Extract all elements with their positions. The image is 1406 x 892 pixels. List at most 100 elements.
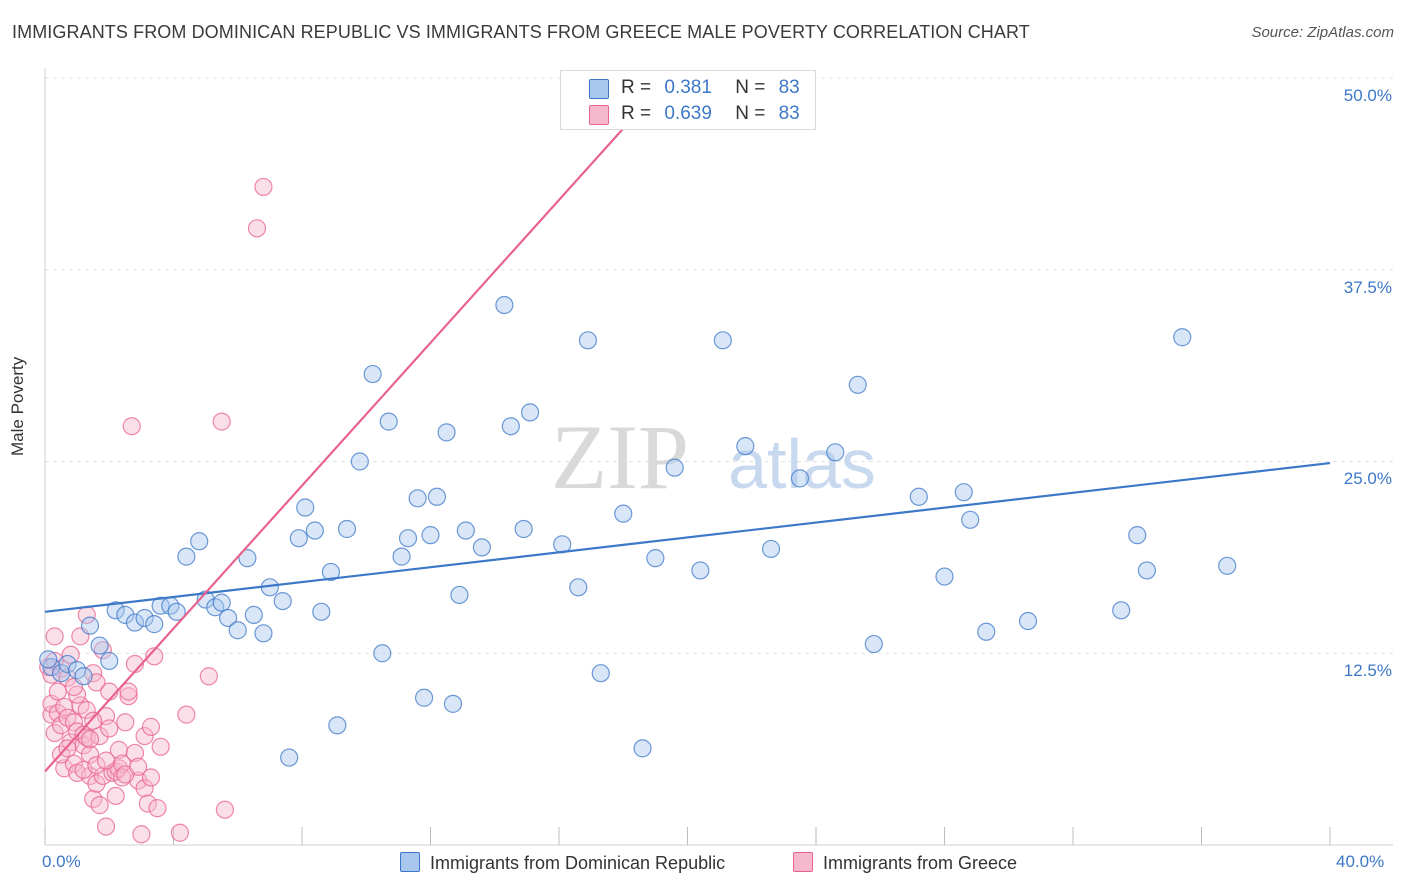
data-point [190, 532, 209, 551]
data-point [337, 519, 357, 539]
data-point [116, 605, 135, 625]
r-label: R = [621, 77, 652, 98]
data-point [305, 521, 324, 540]
axes [44, 68, 1393, 846]
data-point [84, 711, 103, 730]
data-point [74, 725, 93, 744]
data-point [520, 403, 540, 422]
source-label: Source: ZipAtlas.com [1251, 24, 1394, 41]
data-point [514, 519, 533, 539]
grid-lines [45, 77, 1393, 654]
legend-row-dominican: R = 0.381 N = 83 [589, 77, 800, 101]
data-point [1173, 328, 1192, 347]
n-label: N = [735, 77, 766, 98]
data-point [280, 748, 299, 767]
n-value: 83 [778, 77, 800, 98]
data-point [450, 585, 469, 605]
data-point [148, 799, 167, 818]
data-point [501, 417, 520, 436]
data-point [864, 634, 883, 654]
data-point [591, 664, 610, 683]
data-point [437, 423, 456, 442]
data-point [826, 443, 845, 462]
dominican-trend-line [44, 461, 1331, 613]
data-point [141, 717, 161, 736]
data-point [228, 621, 247, 640]
data-point [100, 682, 119, 701]
n-label: N = [735, 103, 766, 124]
data-point [87, 756, 106, 775]
y-axis-label: Male Poverty [8, 356, 27, 456]
data-point [145, 647, 164, 666]
data-point [495, 295, 514, 315]
data-point [392, 547, 411, 566]
trend-lines [44, 84, 1331, 773]
dominican-points [39, 295, 1237, 767]
data-point [100, 719, 119, 738]
x-tick-label: 0.0% [42, 852, 81, 871]
data-point [151, 737, 170, 756]
data-point [125, 613, 145, 632]
data-point [578, 331, 598, 350]
data-point [713, 331, 732, 350]
data-point [761, 539, 781, 559]
data-point [58, 708, 77, 727]
data-point [646, 549, 665, 568]
data-point [414, 688, 434, 707]
watermark: ZIP atlas [551, 406, 876, 508]
data-point [212, 412, 231, 431]
data-point [96, 817, 116, 836]
data-point [421, 526, 440, 545]
data-point [790, 469, 810, 488]
data-point [132, 825, 151, 844]
data-point [177, 705, 196, 724]
data-point [129, 757, 148, 776]
data-point [80, 730, 100, 749]
legend-item-greece: Immigrants from Greece [793, 852, 1017, 874]
data-point [1112, 601, 1131, 620]
data-point [408, 489, 427, 508]
data-point [312, 602, 331, 621]
data-point [119, 682, 138, 701]
data-point [119, 687, 138, 706]
y-tick-label: 12.5% [1343, 661, 1392, 680]
data-point [55, 697, 74, 717]
data-point [90, 796, 109, 815]
data-point [569, 578, 588, 597]
data-point [96, 751, 116, 770]
data-point [215, 800, 234, 819]
data-point [199, 667, 218, 686]
data-point [909, 487, 928, 506]
data-point [954, 483, 973, 502]
data-point [443, 694, 463, 713]
data-point [373, 644, 392, 663]
data-point [427, 487, 447, 506]
data-point [58, 654, 77, 674]
correlation-legend: R = 0.381 N = 83 R = 0.639 N = 83 [560, 70, 816, 130]
legend-label: Immigrants from Greece [823, 853, 1018, 873]
data-point [45, 627, 64, 646]
data-point [1218, 556, 1237, 575]
data-point [1018, 611, 1038, 631]
data-point [151, 596, 170, 615]
greece-points [39, 177, 273, 844]
legend-swatch-blue [400, 852, 420, 872]
data-point [961, 510, 980, 529]
data-point [135, 779, 154, 798]
data-point [244, 605, 263, 625]
legend-label: Immigrants from Dominican Republic [430, 853, 726, 873]
data-point [665, 458, 684, 477]
data-point [141, 768, 161, 787]
greece-trend-line [44, 84, 663, 773]
data-point [456, 521, 475, 540]
y-tick-label: 25.0% [1343, 469, 1392, 488]
data-point [289, 529, 308, 548]
legend-item-dominican: Immigrants from Dominican Republic [400, 852, 725, 874]
data-point [691, 561, 710, 580]
watermark-zip: ZIP [551, 406, 689, 508]
data-point [212, 593, 231, 612]
data-point [106, 786, 125, 806]
data-point [219, 608, 238, 628]
data-point [736, 437, 755, 456]
